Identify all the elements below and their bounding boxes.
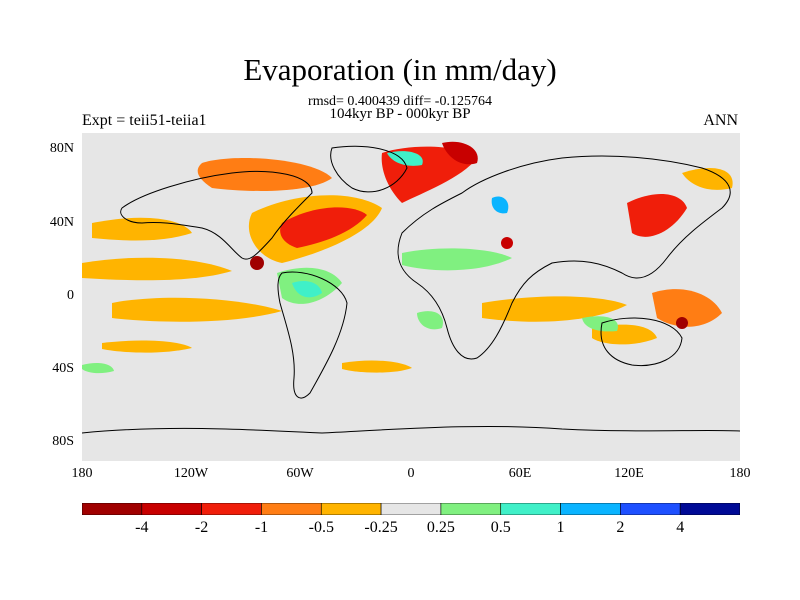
coast-north-america — [120, 170, 313, 260]
coast-greenland — [330, 145, 408, 193]
colorbar-swatch — [560, 503, 621, 515]
anomaly-patch-tropical-pacific-s — [112, 297, 282, 322]
lat-label-0: 0 — [67, 288, 74, 303]
coast-australia — [600, 317, 683, 367]
anomaly-patch-west-pacific — [627, 193, 687, 237]
lat-label-80s: 80S — [52, 434, 74, 449]
evaporation-map — [82, 133, 740, 461]
colorbar-tick-label: 1 — [556, 519, 565, 536]
lon-label-120e: 120E — [614, 466, 644, 481]
colorbar-swatch — [82, 503, 143, 515]
colorbar-tick-label: -4 — [135, 519, 149, 536]
colorbar-swatch — [320, 503, 382, 515]
coast-antarctica — [82, 425, 740, 434]
colorbar-swatch — [620, 503, 681, 515]
lon-label-0: 0 — [407, 466, 415, 481]
anomaly-patch-africa-s — [417, 311, 443, 330]
colorbar-tick-label: -1 — [254, 519, 269, 536]
colorbar-tick-label: -2 — [194, 519, 209, 536]
coast-south-america — [277, 271, 348, 399]
plot-title: Evaporation (in mm/day) — [243, 52, 557, 87]
anomaly-spot-mediterranean — [501, 237, 513, 249]
coast-africa-eurasia — [397, 155, 731, 360]
anomaly-patch-sahara — [402, 248, 512, 271]
colorbar-tick-label: -0.5 — [308, 519, 334, 536]
anomaly-patch-amazon-core — [292, 281, 322, 298]
lat-label-40s: 40S — [52, 361, 74, 376]
colorbar-tick-label: 0.25 — [426, 519, 455, 536]
lon-label-120w: 120W — [173, 466, 209, 481]
season-label: ANN — [703, 112, 738, 129]
lon-label-60e: 60E — [508, 466, 532, 481]
anomaly-patch-scandinavia-blue — [491, 196, 509, 214]
colorbar-swatch — [141, 503, 202, 515]
anomaly-spot-gulf — [250, 256, 264, 270]
lon-label-180w: 180 — [71, 466, 93, 481]
anomaly-spot-pacific — [676, 317, 688, 329]
colorbar-swatch — [500, 503, 561, 515]
colorbar-swatch — [380, 503, 442, 515]
anomaly-patch-atlantic-s — [342, 360, 412, 373]
anomaly-patch-maritime — [652, 289, 722, 327]
anomaly-patch-australia-n — [582, 316, 618, 332]
colorbar-swatch — [440, 503, 502, 515]
anomaly-patch-scandinavia — [442, 141, 478, 165]
lat-label-40n: 40N — [49, 215, 74, 230]
anomaly-patch-south-pacific-green — [82, 363, 114, 374]
lat-label-80n: 80N — [49, 141, 74, 156]
colorbar-swatch — [201, 503, 262, 515]
lon-label-180e: 180 — [729, 466, 751, 481]
colorbar-swatch — [261, 503, 322, 515]
lon-label-60w: 60W — [286, 466, 314, 481]
anomaly-patch-southern-ocean — [102, 340, 192, 353]
period-line: 104kyr BP - 000kyr BP — [329, 106, 471, 122]
anomaly-patch-greenland — [197, 158, 332, 191]
colorbar — [82, 503, 740, 515]
anomaly-patch-north-atlantic-core — [280, 207, 367, 248]
colorbar-tick-label: 0.5 — [490, 519, 511, 536]
colorbar-tick-label: 2 — [616, 519, 625, 536]
coastline-layer — [82, 145, 740, 434]
anomaly-patch-indian-ocean — [482, 296, 627, 322]
colorbar-tick-label: -0.25 — [364, 519, 398, 536]
colorbar-tick-label: 4 — [676, 519, 685, 536]
anomaly-patch-north-pacific-east — [682, 168, 733, 190]
anomaly-patch-tropical-pacific-n — [82, 257, 232, 281]
colorbar-swatch — [679, 503, 740, 515]
anomaly-fill-layer — [82, 141, 733, 374]
experiment-label: Expt = teii51-teiia1 — [82, 112, 207, 129]
stats-line: rmsd= 0.400439 diff= -0.125764 — [308, 94, 492, 109]
